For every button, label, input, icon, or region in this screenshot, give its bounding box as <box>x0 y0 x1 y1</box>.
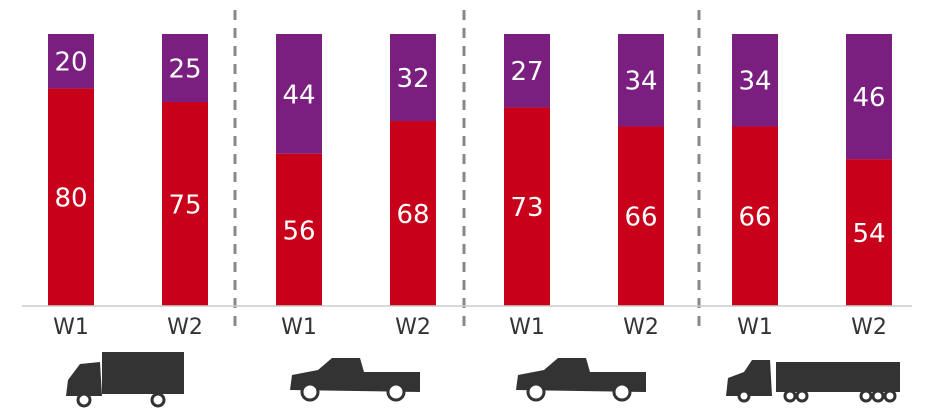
bar-segment <box>162 102 208 306</box>
pickup-icon <box>290 358 420 402</box>
data-label: 66 <box>624 203 657 233</box>
data-label: 46 <box>852 83 885 113</box>
bar-segment <box>732 34 778 127</box>
box-truck-icon <box>66 352 184 408</box>
data-label: 66 <box>738 203 771 233</box>
bar-segment <box>846 159 892 306</box>
bar-segment <box>276 34 322 154</box>
bar-segment <box>618 126 664 306</box>
pickup-icon <box>516 358 646 402</box>
bar-segment <box>846 34 892 160</box>
x-tick-label: W2 <box>851 315 887 340</box>
data-label: 25 <box>168 55 201 85</box>
data-label: 20 <box>54 48 87 78</box>
x-tick-label: W1 <box>281 315 317 340</box>
data-label: 32 <box>396 64 429 94</box>
x-tick-label: W1 <box>737 315 773 340</box>
bar-segment <box>732 126 778 306</box>
data-label: 68 <box>396 200 429 230</box>
bar-segment <box>504 34 550 108</box>
x-tick-label: W2 <box>623 315 659 340</box>
bar-segment <box>504 107 550 306</box>
data-label: 75 <box>168 191 201 221</box>
bar-segment <box>276 153 322 306</box>
bar-segment <box>618 34 664 127</box>
data-label: 34 <box>738 67 771 97</box>
x-tick-label: W1 <box>53 315 89 340</box>
data-label: 27 <box>510 57 543 87</box>
bar-segment <box>390 121 436 306</box>
bar-segment <box>48 34 94 89</box>
data-label: 44 <box>282 80 315 110</box>
x-tick-label: W2 <box>395 315 431 340</box>
bar-segment <box>48 88 94 307</box>
data-label: 56 <box>282 216 315 246</box>
bar-segment <box>390 34 436 122</box>
data-label: 80 <box>54 184 87 214</box>
semi-truck-icon <box>726 360 900 403</box>
bar-segment <box>162 34 208 102</box>
data-label: 34 <box>624 67 657 97</box>
data-label: 73 <box>510 193 543 223</box>
x-tick-label: W1 <box>509 315 545 340</box>
data-label: 54 <box>852 219 885 249</box>
x-tick-label: W2 <box>167 315 203 340</box>
